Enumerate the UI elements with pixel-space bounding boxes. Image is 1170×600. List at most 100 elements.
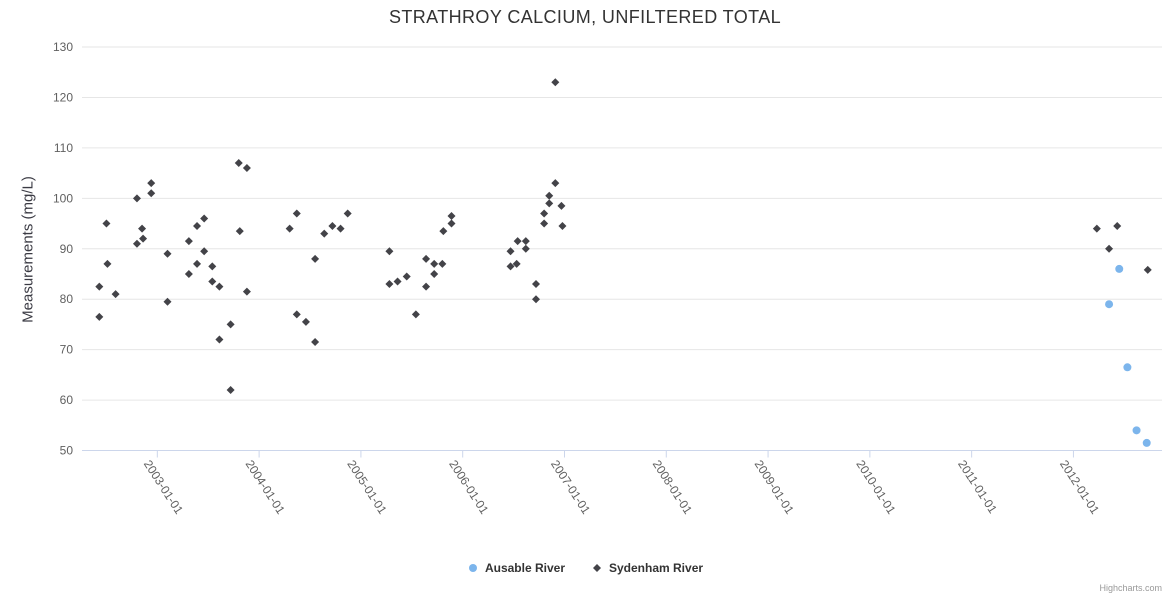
data-point-ausable-river[interactable] <box>1142 438 1151 447</box>
data-point-sydenham-river[interactable] <box>447 219 456 228</box>
data-point-sydenham-river[interactable] <box>147 189 156 198</box>
data-point-sydenham-river[interactable] <box>447 211 456 220</box>
data-point-sydenham-river[interactable] <box>1113 222 1122 231</box>
x-axis-tick-label: 2010-01-01 <box>853 458 898 517</box>
data-point-sydenham-river[interactable] <box>551 179 560 188</box>
y-axis-tick-label: 120 <box>53 90 73 104</box>
data-point-sydenham-river[interactable] <box>285 224 294 233</box>
data-point-sydenham-river[interactable] <box>385 280 394 289</box>
data-point-sydenham-river[interactable] <box>163 249 172 258</box>
credits-link[interactable]: Highcharts.com <box>1099 583 1162 593</box>
data-point-sydenham-river[interactable] <box>513 237 522 246</box>
data-point-sydenham-river[interactable] <box>292 209 301 218</box>
data-point-sydenham-river[interactable] <box>521 244 530 253</box>
data-point-sydenham-river[interactable] <box>208 277 217 286</box>
chart-title: STRATHROY CALCIUM, UNFILTERED TOTAL <box>388 7 782 27</box>
data-point-sydenham-river[interactable] <box>512 259 521 268</box>
data-point-sydenham-river[interactable] <box>422 282 431 291</box>
data-point-sydenham-river[interactable] <box>540 209 549 218</box>
data-point-sydenham-river[interactable] <box>545 191 554 200</box>
data-point-sydenham-river[interactable] <box>531 295 540 304</box>
data-point-sydenham-river[interactable] <box>328 222 337 231</box>
data-point-sydenham-river[interactable] <box>402 272 411 281</box>
x-axis-tick-label: 2006-01-01 <box>446 458 491 517</box>
data-point-ausable-river[interactable] <box>1105 300 1114 309</box>
data-point-sydenham-river[interactable] <box>102 219 111 228</box>
legend-item-ausable-river[interactable]: Ausable River <box>467 561 565 575</box>
y-axis-tick-label: 50 <box>60 444 74 458</box>
x-axis-tick-label: 2008-01-01 <box>650 458 695 517</box>
data-point-sydenham-river[interactable] <box>540 219 549 228</box>
data-point-sydenham-river[interactable] <box>215 282 224 291</box>
legend-item-sydenham-river[interactable]: Sydenham River <box>591 561 703 575</box>
data-point-sydenham-river[interactable] <box>430 259 439 268</box>
data-point-sydenham-river[interactable] <box>521 237 530 246</box>
data-point-sydenham-river[interactable] <box>320 229 329 238</box>
data-point-sydenham-river[interactable] <box>111 290 120 299</box>
data-point-sydenham-river[interactable] <box>234 159 243 168</box>
data-point-sydenham-river[interactable] <box>242 164 251 173</box>
data-point-sydenham-river[interactable] <box>545 199 554 208</box>
data-point-sydenham-river[interactable] <box>311 254 320 263</box>
data-point-sydenham-river[interactable] <box>147 179 156 188</box>
data-point-sydenham-river[interactable] <box>200 247 209 256</box>
data-point-sydenham-river[interactable] <box>551 78 560 87</box>
data-point-sydenham-river[interactable] <box>393 277 402 286</box>
y-axis-tick-label: 60 <box>60 393 74 407</box>
data-point-sydenham-river[interactable] <box>208 262 217 271</box>
y-axis-tick-label: 90 <box>60 242 74 256</box>
data-point-sydenham-river[interactable] <box>557 201 566 210</box>
data-point-sydenham-river[interactable] <box>311 338 320 347</box>
data-point-ausable-river[interactable] <box>1115 264 1124 273</box>
data-point-sydenham-river[interactable] <box>215 335 224 344</box>
data-point-sydenham-river[interactable] <box>226 320 235 329</box>
x-axis-tick-label: 2011-01-01 <box>955 458 1000 517</box>
data-point-sydenham-river[interactable] <box>163 297 172 306</box>
data-point-sydenham-river[interactable] <box>242 287 251 296</box>
data-point-ausable-river[interactable] <box>1123 363 1132 372</box>
y-axis-tick-label: 80 <box>60 292 74 306</box>
y-axis-tick-label: 130 <box>53 40 73 54</box>
data-point-sydenham-river[interactable] <box>193 259 202 268</box>
data-point-sydenham-river[interactable] <box>422 254 431 263</box>
data-point-sydenham-river[interactable] <box>531 280 540 289</box>
data-point-sydenham-river[interactable] <box>430 269 439 278</box>
data-point-sydenham-river[interactable] <box>95 282 104 291</box>
x-axis-tick-label: 2012-01-01 <box>1057 458 1102 517</box>
data-point-sydenham-river[interactable] <box>292 310 301 319</box>
x-axis-tick-label: 2007-01-01 <box>548 458 593 517</box>
data-point-sydenham-river[interactable] <box>132 239 141 248</box>
data-point-sydenham-river[interactable] <box>103 259 112 268</box>
data-point-sydenham-river[interactable] <box>506 262 515 271</box>
data-point-sydenham-river[interactable] <box>226 385 235 394</box>
data-point-sydenham-river[interactable] <box>385 247 394 256</box>
y-axis-tick-label: 100 <box>53 191 73 205</box>
data-point-sydenham-river[interactable] <box>235 227 244 236</box>
x-axis-tick-label: 2003-01-01 <box>141 458 186 517</box>
data-point-sydenham-river[interactable] <box>184 237 193 246</box>
data-point-sydenham-river[interactable] <box>1143 265 1152 274</box>
data-point-sydenham-river[interactable] <box>438 259 447 268</box>
data-point-sydenham-river[interactable] <box>184 269 193 278</box>
legend: Ausable River Sydenham River <box>0 561 1170 575</box>
data-point-ausable-river[interactable] <box>1132 426 1141 435</box>
data-point-sydenham-river[interactable] <box>139 234 148 243</box>
data-point-sydenham-river[interactable] <box>558 222 567 231</box>
data-point-sydenham-river[interactable] <box>1105 244 1114 253</box>
data-point-sydenham-river[interactable] <box>411 310 420 319</box>
data-point-sydenham-river[interactable] <box>301 317 310 326</box>
y-axis-tick-label: 70 <box>60 343 74 357</box>
data-point-sydenham-river[interactable] <box>200 214 209 223</box>
data-point-sydenham-river[interactable] <box>336 224 345 233</box>
legend-label: Ausable River <box>484 561 565 575</box>
data-point-sydenham-river[interactable] <box>193 222 202 231</box>
data-point-sydenham-river[interactable] <box>132 194 141 203</box>
data-point-sydenham-river[interactable] <box>1092 224 1101 233</box>
data-point-sydenham-river[interactable] <box>95 312 104 321</box>
data-point-sydenham-river[interactable] <box>439 227 448 236</box>
data-point-sydenham-river[interactable] <box>138 224 147 233</box>
data-point-sydenham-river[interactable] <box>343 209 352 218</box>
circle-marker-icon <box>468 564 477 572</box>
data-point-sydenham-river[interactable] <box>506 247 515 256</box>
